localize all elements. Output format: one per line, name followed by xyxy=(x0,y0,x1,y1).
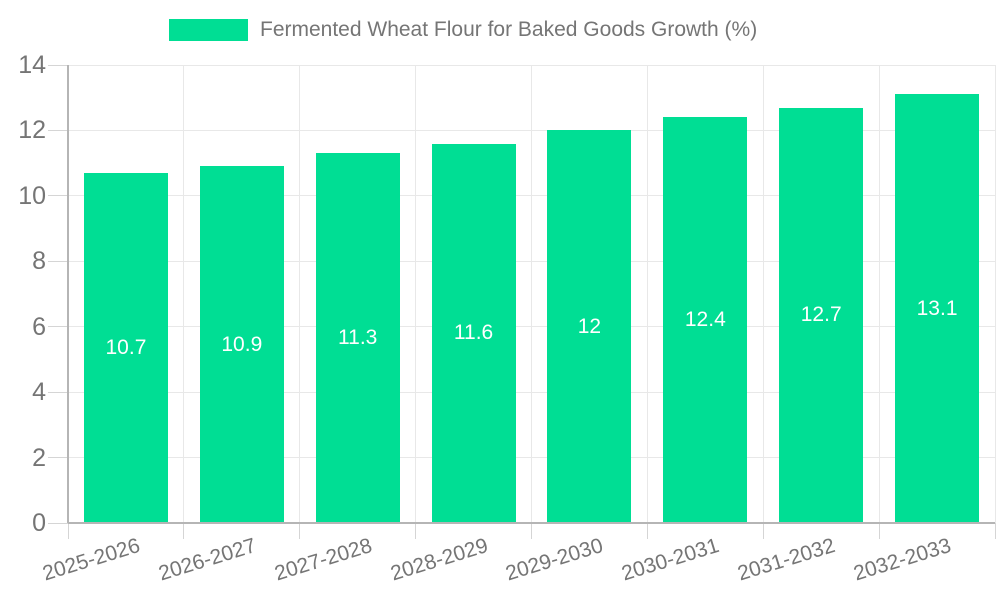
v-gridline xyxy=(299,65,301,523)
y-tick xyxy=(48,326,68,328)
bar-value-label: 11.3 xyxy=(338,326,378,350)
y-axis-tick-label: 14 xyxy=(18,51,46,79)
x-tick xyxy=(762,523,764,539)
bar-value-label: 12 xyxy=(577,314,602,338)
legend-swatch xyxy=(169,19,248,41)
x-tick xyxy=(67,523,69,539)
v-gridline xyxy=(183,65,185,523)
x-axis-line xyxy=(68,522,995,524)
y-tick xyxy=(48,457,68,459)
bar-value-label: 10.7 xyxy=(105,335,147,359)
v-gridline xyxy=(994,65,996,523)
y-tick xyxy=(48,195,68,197)
bar-value-label: 11.6 xyxy=(453,321,494,345)
v-gridline xyxy=(762,65,764,523)
bar xyxy=(895,94,980,523)
y-tick xyxy=(48,522,68,524)
y-axis-tick-label: 4 xyxy=(32,378,46,407)
y-axis-tick-label: 8 xyxy=(32,247,46,276)
x-tick xyxy=(299,523,301,539)
x-tick xyxy=(531,523,532,539)
bar xyxy=(199,166,284,523)
x-tick xyxy=(646,523,648,539)
x-tick xyxy=(183,523,185,539)
y-tick xyxy=(48,64,68,66)
x-tick xyxy=(994,523,996,539)
y-axis-line xyxy=(67,65,69,523)
y-axis-tick-label: 12 xyxy=(18,116,46,145)
y-tick xyxy=(48,391,68,393)
y-tick xyxy=(48,260,68,262)
y-tick xyxy=(48,129,68,131)
bar xyxy=(431,143,516,523)
v-gridline xyxy=(415,65,417,523)
bar-value-label: 10.9 xyxy=(221,332,263,356)
v-gridline xyxy=(878,65,880,523)
legend-item[interactable]: Fermented Wheat Flour for Baked Goods Gr… xyxy=(169,18,757,42)
bar xyxy=(663,117,748,523)
bar xyxy=(83,172,168,523)
x-tick xyxy=(878,523,880,539)
bar xyxy=(315,153,400,523)
bar-value-label: 12.7 xyxy=(800,303,842,327)
bar xyxy=(779,107,864,523)
y-axis-tick-label: 2 xyxy=(32,443,46,472)
y-axis-tick-label: 6 xyxy=(32,312,46,341)
bar-value-label: 12.4 xyxy=(684,308,726,332)
bar-value-label: 13.1 xyxy=(916,296,958,320)
bar xyxy=(547,130,632,523)
v-gridline xyxy=(646,65,648,523)
y-axis-tick-label: 0 xyxy=(32,509,46,537)
y-axis-tick-label: 10 xyxy=(18,181,46,210)
x-tick xyxy=(415,523,417,539)
legend-label: Fermented Wheat Flour for Baked Goods Gr… xyxy=(260,18,758,41)
v-gridline xyxy=(531,65,532,523)
